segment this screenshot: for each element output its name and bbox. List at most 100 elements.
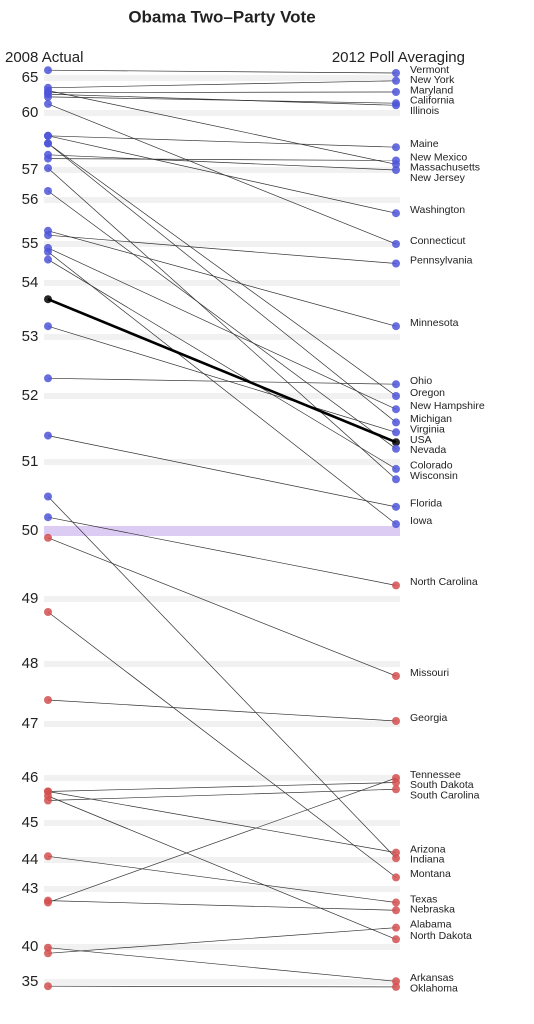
left-dot	[44, 492, 52, 501]
right-dot	[392, 259, 400, 268]
slope-line	[47, 947, 397, 982]
left-dot	[44, 896, 52, 905]
state-label: Michigan	[410, 413, 452, 425]
state-label: Oklahoma	[410, 982, 458, 994]
left-dot	[44, 982, 52, 991]
state-label: Arizona	[410, 843, 446, 855]
left-dot	[44, 533, 52, 542]
right-dot	[392, 475, 400, 484]
y-tick-label: 54	[22, 274, 39, 291]
right-dot	[392, 581, 400, 590]
slope-line	[47, 91, 397, 94]
y-tick-label: 65	[22, 69, 39, 86]
threshold-band	[44, 526, 400, 536]
state-label: Vermont	[410, 64, 449, 76]
right-dot	[392, 88, 400, 96]
left-header: 2008 Actual	[5, 49, 83, 66]
state-label: Florida	[410, 498, 442, 510]
state-label: South Carolina	[410, 789, 480, 801]
state-label: Alabama	[410, 918, 452, 930]
slope-line	[47, 143, 397, 423]
slope-line	[47, 90, 397, 165]
right-dot	[392, 438, 400, 447]
state-label: Maine	[410, 138, 439, 150]
y-tick-label: 49	[22, 590, 39, 607]
state-label: Indiana	[410, 854, 445, 866]
grid-band	[44, 820, 400, 826]
left-dot	[44, 66, 52, 75]
left-dot	[44, 139, 52, 148]
y-tick-label: 35	[22, 973, 39, 990]
state-label: New York	[410, 74, 455, 86]
slope-line	[47, 135, 397, 214]
right-dot	[392, 520, 400, 529]
state-label: New Hampshire	[410, 400, 485, 412]
state-label: Illinois	[410, 105, 439, 117]
grid-band	[44, 459, 400, 465]
left-dot	[44, 187, 52, 195]
slope-line	[47, 927, 397, 954]
left-dot	[44, 513, 52, 522]
right-dot	[392, 405, 400, 414]
state-label: North Dakota	[410, 930, 472, 942]
state-label: Connecticut	[410, 235, 466, 247]
slope-line	[47, 247, 397, 410]
dots	[44, 66, 400, 991]
left-dot	[44, 943, 52, 952]
right-dot	[392, 76, 400, 85]
y-tick-label: 60	[22, 104, 39, 121]
right-dot	[392, 418, 400, 427]
left-dot	[44, 322, 52, 331]
right-dot	[392, 982, 400, 991]
state-label: Washington	[410, 204, 465, 216]
slope-line	[47, 80, 397, 89]
right-dot	[392, 906, 400, 915]
left-dot	[44, 295, 52, 304]
state-label: New Jersey	[410, 172, 466, 184]
slope-line	[47, 103, 397, 245]
state-label: Virginia	[410, 423, 445, 435]
slope-line	[47, 782, 397, 792]
left-dot	[44, 431, 52, 440]
right-dot	[392, 392, 400, 400]
slope-line	[47, 537, 397, 677]
grid-band	[44, 75, 400, 81]
state-label: Massachusetts	[410, 162, 480, 174]
right-dot	[392, 444, 400, 453]
right-header: 2012 Poll Averaging	[332, 49, 465, 66]
left-dot	[44, 792, 52, 800]
right-dot	[392, 209, 400, 218]
right-dot	[392, 873, 400, 882]
grid-band	[44, 596, 400, 602]
left-dot	[44, 247, 52, 256]
left-dot	[44, 150, 52, 159]
right-dot	[392, 854, 400, 863]
y-tick-label: 51	[22, 453, 39, 470]
state-label: Iowa	[410, 515, 432, 527]
left-dot	[44, 86, 52, 95]
left-dot	[44, 949, 52, 958]
state-label: Pennsylvania	[410, 254, 473, 266]
slope-line	[47, 251, 397, 525]
slope-line	[47, 777, 397, 903]
state-label: Arkansas	[410, 972, 454, 984]
slope-line	[47, 93, 397, 106]
left-dot	[44, 99, 52, 108]
grid-band	[44, 241, 400, 247]
right-dot	[392, 240, 400, 248]
slope-line	[47, 69, 397, 74]
state-label: Maryland	[410, 84, 453, 96]
state-label: Wisconsin	[410, 470, 458, 482]
left-dot	[44, 164, 52, 173]
state-label: Oregon	[410, 387, 445, 399]
grid	[44, 75, 400, 985]
right-dot	[392, 923, 400, 932]
left-dot	[44, 608, 52, 616]
right-dot	[392, 717, 400, 725]
state-label: California	[410, 95, 455, 107]
slope-line	[47, 516, 397, 586]
slope-line	[47, 435, 397, 508]
y-tick-label: 55	[22, 235, 39, 252]
state-label: Nevada	[410, 444, 446, 456]
right-dot	[392, 672, 400, 680]
